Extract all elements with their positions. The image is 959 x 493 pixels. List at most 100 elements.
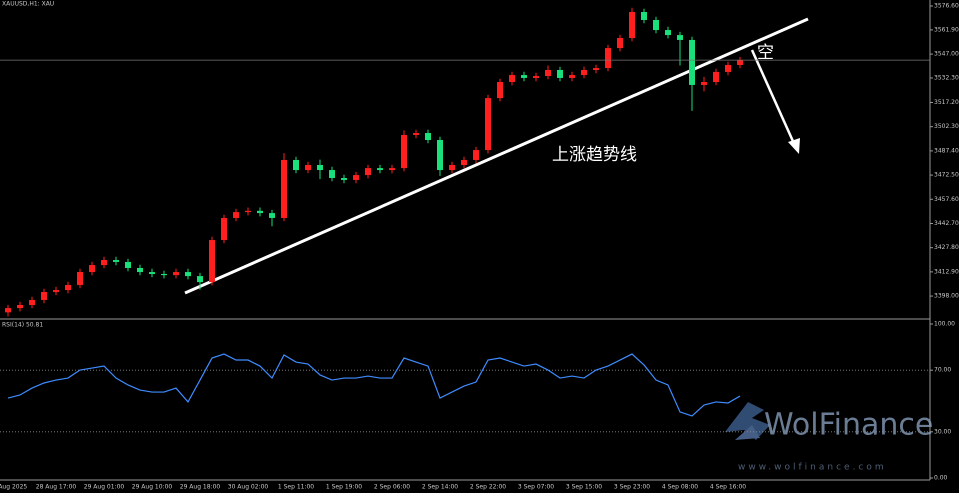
candle-body xyxy=(737,60,743,65)
candle-body xyxy=(209,240,215,283)
candle-body xyxy=(245,210,251,213)
trend-annotation: 上涨趋势线 xyxy=(552,145,637,165)
y-tick-label: 3472.50 xyxy=(934,172,959,179)
arrow-head xyxy=(788,138,800,154)
candle-body xyxy=(233,212,239,218)
candle-body xyxy=(293,159,299,171)
candle-body xyxy=(365,168,371,176)
candle-body xyxy=(53,290,59,293)
candle-body xyxy=(593,68,599,70)
x-tick-label: 2 Sep 14:00 xyxy=(422,484,458,491)
candle-body xyxy=(473,150,479,160)
candle-body xyxy=(569,75,575,78)
watermark-url: www.wolfinance.com xyxy=(738,463,887,473)
candle-body xyxy=(509,75,515,83)
y-tick-label: 30.00 xyxy=(934,428,951,435)
x-tick-label: 29 Aug 10:00 xyxy=(132,484,173,491)
chart-title: XAUUSD,H1: XAU xyxy=(2,1,54,8)
y-tick-label: 3398.00 xyxy=(934,293,959,300)
candle-body xyxy=(137,267,143,273)
indicator-title: RSI(14) 50.81 xyxy=(2,322,43,329)
x-tick-label: 1 Sep 11:00 xyxy=(278,484,314,491)
candle-body xyxy=(725,64,731,72)
x-tick-label: 4 Sep 16:00 xyxy=(710,484,746,491)
candle-body xyxy=(113,260,119,262)
candle-body xyxy=(317,165,323,171)
candle-body xyxy=(101,260,107,266)
candle-body xyxy=(713,71,719,83)
arrow-shaft xyxy=(750,49,798,149)
x-tick-label: 3 Sep 15:00 xyxy=(566,484,602,491)
y-tick-label: 3517.20 xyxy=(934,99,959,106)
candle-body xyxy=(257,210,263,214)
candle-body xyxy=(5,308,11,313)
candle-body xyxy=(665,30,671,36)
candle-body xyxy=(557,69,563,78)
x-tick-label: 28 Aug 2025 xyxy=(0,484,27,491)
candle-body xyxy=(533,76,539,78)
y-tick-label: 0.00 xyxy=(934,475,948,482)
candle-body xyxy=(377,168,383,171)
y-tick-label: 3547.00 xyxy=(934,51,959,58)
y-tick-label: 3457.60 xyxy=(934,196,959,203)
candle-body xyxy=(341,178,347,180)
y-tick-label: 70.00 xyxy=(934,367,951,374)
candle-body xyxy=(281,159,287,218)
candle-body xyxy=(497,82,503,99)
candle-body xyxy=(185,272,191,277)
x-tick-label: 29 Aug 18:00 xyxy=(180,484,221,491)
candle-body xyxy=(641,12,647,20)
candle-body xyxy=(449,165,455,171)
watermark: WolFinance xyxy=(764,408,933,443)
watermark-logo xyxy=(725,402,770,440)
candle-body xyxy=(77,272,83,286)
y-tick-label: 3532.30 xyxy=(934,74,959,81)
candle-body xyxy=(617,38,623,49)
candle-body xyxy=(353,175,359,180)
candle-body xyxy=(389,168,395,171)
y-tick-label: 3487.40 xyxy=(934,147,959,154)
candle-body xyxy=(65,285,71,291)
x-tick-label: 2 Sep 06:00 xyxy=(374,484,410,491)
candle-body xyxy=(629,12,635,39)
candle-body xyxy=(29,299,35,306)
y-tick-label: 3576.60 xyxy=(934,3,959,10)
candle-body xyxy=(413,133,419,135)
candle-body xyxy=(545,69,551,77)
trend-line xyxy=(184,17,809,295)
candle-body xyxy=(173,272,179,276)
x-tick-label: 4 Sep 08:00 xyxy=(662,484,698,491)
y-tick-label: 3561.90 xyxy=(934,26,959,33)
rsi-line xyxy=(7,353,741,417)
candle-body xyxy=(17,305,23,309)
candle-body xyxy=(521,75,527,78)
x-tick-label: 1 Sep 19:00 xyxy=(326,484,362,491)
candle-body xyxy=(329,170,335,179)
candle-body xyxy=(401,134,407,169)
x-tick-label: 2 Sep 22:00 xyxy=(470,484,506,491)
short-annotation: 空 xyxy=(757,43,774,63)
candle-body xyxy=(605,48,611,69)
candle-body xyxy=(41,292,47,300)
candle-body xyxy=(437,139,443,171)
x-tick-label: 3 Sep 23:00 xyxy=(614,484,650,491)
candle-body xyxy=(461,159,467,166)
candle-body xyxy=(269,213,275,218)
candle-body xyxy=(653,19,659,31)
candle-body xyxy=(581,69,587,76)
candle-body xyxy=(305,165,311,171)
y-tick-label: 3442.70 xyxy=(934,220,959,227)
y-tick-label: 3412.90 xyxy=(934,268,959,275)
candle-body xyxy=(677,35,683,40)
candle-body xyxy=(701,82,707,85)
y-tick-label: 3427.80 xyxy=(934,244,959,251)
candle-body xyxy=(161,273,167,276)
candle-body xyxy=(485,98,491,151)
candle-body xyxy=(425,133,431,140)
x-tick-label: 29 Aug 01:00 xyxy=(84,484,125,491)
candle-body xyxy=(125,261,131,268)
x-tick-label: 28 Aug 17:00 xyxy=(36,484,77,491)
x-tick-label: 30 Aug 02:00 xyxy=(228,484,269,491)
x-tick-label: 3 Sep 07:00 xyxy=(518,484,554,491)
